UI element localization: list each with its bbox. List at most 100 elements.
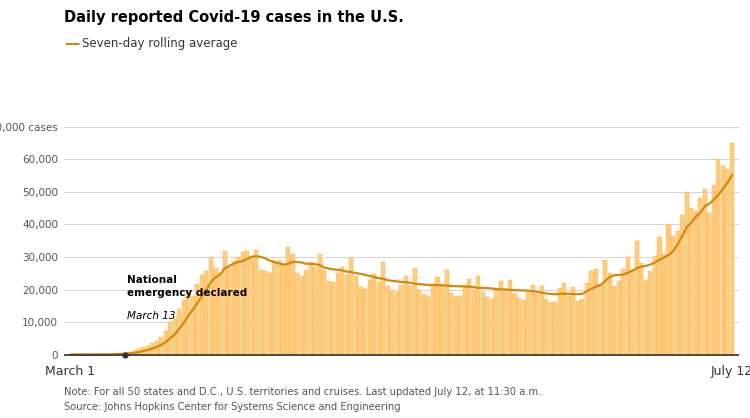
Bar — [572, 287, 575, 354]
Bar — [200, 275, 204, 354]
Bar — [467, 279, 471, 354]
Bar — [386, 286, 390, 354]
Bar — [399, 285, 404, 354]
Bar — [241, 252, 244, 354]
Bar — [118, 353, 122, 354]
Bar — [694, 212, 698, 354]
Bar — [499, 281, 503, 354]
Bar — [227, 267, 231, 354]
Bar — [712, 185, 716, 354]
Bar — [721, 166, 725, 354]
Bar — [172, 318, 177, 354]
Bar — [472, 290, 476, 354]
Bar — [725, 169, 730, 354]
Bar — [417, 290, 422, 354]
Bar — [136, 349, 140, 354]
Bar — [209, 257, 213, 354]
Bar — [290, 254, 295, 354]
Text: Note: For all 50 states and D.C., U.S. territories and cruises. Last updated Jul: Note: For all 50 states and D.C., U.S. t… — [64, 387, 542, 397]
Bar — [608, 273, 612, 354]
Bar — [676, 231, 680, 354]
Bar — [281, 265, 286, 354]
Bar — [662, 255, 666, 354]
Bar — [394, 293, 399, 354]
Bar — [272, 262, 277, 354]
Bar — [214, 268, 217, 354]
Bar — [594, 269, 598, 354]
Bar — [408, 286, 413, 354]
Bar — [689, 208, 693, 354]
Bar — [223, 251, 226, 354]
Bar — [236, 257, 240, 354]
Bar — [263, 271, 268, 354]
Bar — [449, 293, 453, 354]
Bar — [612, 286, 616, 354]
Bar — [245, 251, 249, 354]
Bar — [345, 275, 349, 354]
Bar — [381, 262, 386, 354]
Bar — [490, 298, 494, 354]
Bar — [494, 291, 499, 354]
Bar — [299, 276, 304, 354]
Bar — [232, 261, 236, 354]
Bar — [159, 337, 164, 354]
Bar — [440, 286, 444, 354]
Bar — [698, 199, 702, 354]
Bar — [376, 282, 381, 354]
Bar — [658, 237, 662, 354]
Bar — [436, 278, 439, 354]
Bar — [530, 285, 535, 354]
Bar — [150, 343, 154, 354]
Bar — [476, 276, 480, 354]
Bar — [445, 270, 448, 354]
Bar — [190, 296, 195, 354]
Bar — [358, 287, 362, 354]
Bar — [667, 224, 670, 354]
Text: Seven-day rolling average: Seven-day rolling average — [82, 37, 238, 51]
Bar — [648, 271, 652, 354]
Bar — [567, 296, 571, 354]
Bar — [526, 292, 530, 354]
Bar — [512, 294, 517, 354]
Bar — [259, 270, 262, 354]
Bar — [644, 280, 648, 354]
Bar — [671, 236, 675, 354]
Bar — [431, 285, 435, 354]
Text: March 13: March 13 — [128, 311, 176, 321]
Bar — [177, 309, 182, 354]
Bar — [517, 298, 521, 354]
Bar — [653, 256, 657, 354]
Bar — [590, 271, 593, 354]
Bar — [730, 143, 734, 354]
Bar — [268, 273, 272, 354]
Bar — [123, 352, 127, 354]
Bar — [195, 284, 200, 354]
Bar — [327, 281, 331, 354]
Bar — [182, 300, 186, 354]
Bar — [554, 302, 557, 354]
Bar — [308, 262, 313, 354]
Bar — [354, 276, 358, 354]
Bar — [350, 257, 353, 354]
Bar — [154, 342, 159, 354]
Bar — [549, 302, 553, 354]
Bar — [616, 281, 621, 354]
Bar — [277, 260, 281, 354]
Bar — [205, 271, 209, 354]
Bar — [218, 273, 222, 354]
Text: Source: Johns Hopkins Center for Systems Science and Engineering: Source: Johns Hopkins Center for Systems… — [64, 402, 400, 412]
Bar — [164, 331, 168, 354]
Bar — [716, 159, 721, 354]
Bar — [427, 296, 430, 354]
Bar — [332, 282, 335, 354]
Bar — [314, 267, 317, 354]
Bar — [422, 294, 426, 354]
Bar — [634, 241, 639, 354]
Bar — [458, 296, 462, 354]
Bar — [304, 270, 308, 354]
Bar — [580, 299, 584, 354]
Bar — [639, 263, 644, 354]
Bar — [521, 300, 526, 354]
Bar — [168, 322, 172, 354]
Bar — [508, 280, 512, 354]
